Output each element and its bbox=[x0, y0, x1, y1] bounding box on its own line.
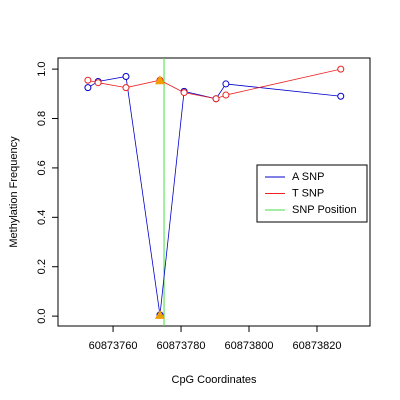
y-tick-label: 0.8 bbox=[36, 111, 48, 126]
data-point bbox=[94, 79, 102, 87]
legend-label: SNP Position bbox=[292, 204, 357, 216]
y-tick-label: 0.2 bbox=[36, 259, 48, 274]
x-tick-label: 60873820 bbox=[293, 340, 342, 352]
y-axis-label: Methylation Frequency bbox=[8, 136, 20, 248]
legend-label: A SNP bbox=[292, 171, 324, 183]
data-point bbox=[222, 80, 230, 88]
data-point bbox=[122, 73, 130, 81]
data-point bbox=[84, 76, 92, 84]
data-point bbox=[84, 84, 92, 92]
plot-frame bbox=[57, 57, 371, 327]
data-point bbox=[222, 91, 230, 99]
data-point bbox=[337, 65, 345, 73]
data-point bbox=[337, 92, 345, 100]
y-tick-label: 1.0 bbox=[36, 61, 48, 76]
y-tick-label: 0.6 bbox=[36, 160, 48, 175]
x-tick-label: 60873780 bbox=[157, 340, 206, 352]
y-tick-label: 0.0 bbox=[36, 308, 48, 323]
snp-marker bbox=[154, 75, 165, 85]
data-point bbox=[122, 84, 130, 92]
x-tick-label: 60873800 bbox=[225, 340, 274, 352]
data-point bbox=[212, 95, 220, 103]
legend-label: T SNP bbox=[292, 187, 324, 199]
x-tick-label: 60873760 bbox=[89, 340, 138, 352]
snp-marker bbox=[154, 309, 165, 319]
x-axis-label: CpG Coordinates bbox=[172, 374, 257, 386]
y-tick-label: 0.4 bbox=[36, 210, 48, 225]
data-point bbox=[180, 89, 188, 97]
